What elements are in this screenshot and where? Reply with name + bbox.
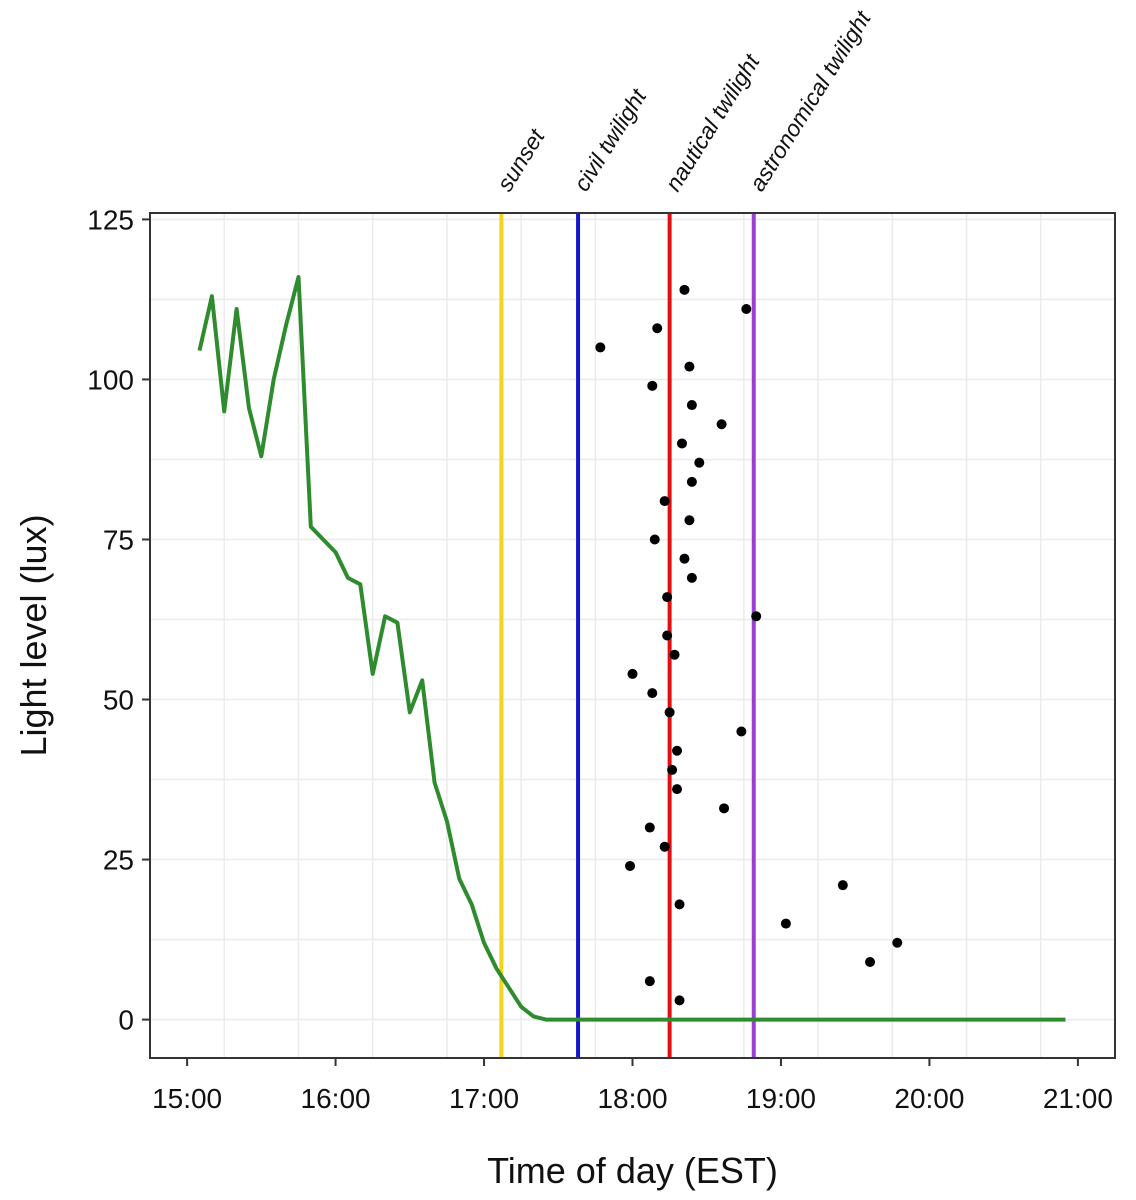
scatter-point — [679, 553, 690, 564]
light-level-line — [197, 275, 1066, 1022]
scatter-point — [686, 400, 697, 411]
scatter-point — [892, 937, 903, 948]
scatter-point — [659, 496, 670, 507]
x-tick-label: 15:00 — [152, 1083, 222, 1114]
y-tick-label: 125 — [87, 204, 134, 235]
scatter-point — [672, 784, 683, 795]
light-level-line-series — [197, 275, 1066, 1022]
scatter-point — [684, 515, 695, 526]
event-label: astronomical twilight — [744, 5, 877, 196]
y-tick-label: 0 — [118, 1005, 134, 1036]
scatter-point — [716, 419, 727, 430]
scatter-point — [662, 592, 673, 603]
scatter-point — [741, 304, 752, 315]
scatter-point — [679, 284, 690, 295]
scatter-point — [669, 649, 680, 660]
scatter-point — [647, 380, 658, 391]
plot-frame — [149, 212, 1116, 1059]
x-tick-label: 21:00 — [1043, 1083, 1113, 1114]
x-axis-title: Time of day (EST) — [487, 1150, 778, 1191]
y-tick-label: 100 — [87, 364, 134, 395]
scatter-point — [674, 899, 685, 910]
scatter-point — [676, 438, 687, 449]
x-tick-label: 16:00 — [301, 1083, 371, 1114]
grid-lines — [149, 213, 1116, 1058]
scatter-point — [865, 956, 876, 967]
scatter-point — [672, 745, 683, 756]
scatter-point — [659, 841, 670, 852]
scatter-point — [644, 822, 655, 833]
scatter-point — [837, 880, 848, 891]
scatter-point — [780, 918, 791, 929]
scatter-point — [627, 668, 638, 679]
scatter-point — [719, 803, 730, 814]
scatter-point — [751, 611, 762, 622]
scatter-point — [694, 457, 705, 468]
event-lines — [499, 213, 756, 1058]
scatter-point — [662, 630, 673, 641]
scatter-point — [736, 726, 747, 737]
scatter-point — [686, 572, 697, 583]
y-axis-title: Light level (lux) — [13, 514, 54, 756]
detection-points-series — [595, 284, 903, 1006]
scatter-point — [674, 995, 685, 1006]
scatter-point — [684, 361, 695, 372]
y-tick-label: 75 — [103, 524, 134, 555]
scatter-point — [664, 707, 675, 718]
y-tick-label: 25 — [103, 845, 134, 876]
x-axis-ticks: 15:00 16:00 17:00 18:00 19:00 20:00 21:00 — [152, 1058, 1113, 1114]
scatter-point — [595, 342, 606, 353]
event-labels: sunset civil twilight nautical twilightast… — [492, 5, 877, 196]
y-tick-label: 50 — [103, 685, 134, 716]
x-tick-label: 19:00 — [746, 1083, 816, 1114]
scatter-point — [652, 323, 663, 334]
x-tick-label: 20:00 — [894, 1083, 964, 1114]
scatter-point — [686, 476, 697, 487]
x-tick-label: 17:00 — [449, 1083, 519, 1114]
scatter-point — [667, 764, 678, 775]
scatter-point — [625, 860, 636, 871]
event-label: civil twilight — [568, 83, 652, 196]
scatter-point — [649, 534, 660, 545]
y-axis-ticks: 0 25 50 75 100 125 — [87, 204, 150, 1036]
x-tick-label: 18:00 — [597, 1083, 667, 1114]
scatter-point — [644, 976, 655, 987]
event-label: sunset — [492, 123, 551, 196]
scatter-point — [647, 688, 658, 699]
